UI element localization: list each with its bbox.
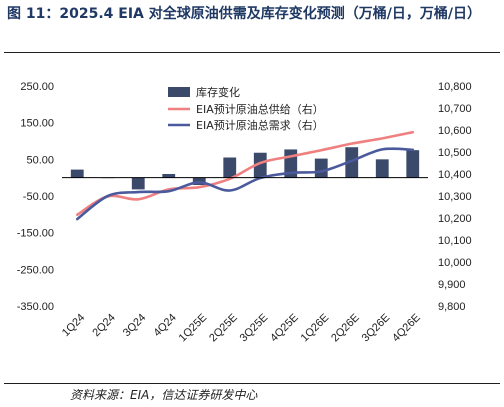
x-tick-label: 2Q24 [90,312,118,340]
legend-label-inventory: 库存变化 [196,85,240,99]
y-right-tick-label: 10,500 [438,147,472,159]
y-right-tick-label: 9,800 [438,301,466,313]
y-right-tick-label: 10,800 [438,81,472,93]
x-tick-label: 1Q25E [177,312,210,345]
bar-3Q25E [253,152,267,178]
bar-1Q24 [70,169,84,178]
bar-4Q24 [162,174,176,178]
y-left-tick-label: -350.00 [17,301,54,313]
legend-label-demand: EIA预计原油总需求（右） [196,118,324,132]
source-note: 资料来源：EIA，信达证券研发中心 [70,388,258,402]
x-tick-label: 2Q26E [329,312,362,345]
legend-label-supply: EIA预计原油总供给（右） [196,102,324,116]
chart-title: 图 11：2025.4 EIA 对全球原油供需及库存变化预测（万桶/日，万桶/日… [7,6,481,22]
x-tick-label: 4Q26E [390,312,423,345]
title-rule [4,52,500,53]
x-tick-label: 2Q25E [207,312,240,345]
y-left-tick-label: -250.00 [17,264,54,276]
y-right-tick-label: 10,400 [438,169,472,181]
y-right-tick-label: 10,000 [438,257,472,269]
x-tick-label: 4Q25E [268,312,301,345]
legend-swatch-inventory [168,87,190,97]
y-right-tick-label: 10,600 [438,125,472,137]
footer-rule [4,383,500,384]
x-tick-label: 3Q24 [121,312,149,340]
y-right-tick-label: 10,300 [438,191,472,203]
y-right-tick-label: 10,100 [438,235,472,247]
bar-2Q25E [223,157,237,178]
x-tick-label: 4Q24 [151,312,179,340]
y-right-tick-label: 9,900 [438,279,466,291]
y-left-tick-label: 50.00 [26,154,54,166]
supply-line [75,130,415,216]
y-left-tick-label: -50.00 [23,191,54,203]
bar-3Q26E [375,159,389,178]
bar-3Q24 [131,177,145,190]
x-tick-label: 3Q25E [238,312,271,345]
x-tick-label: 1Q24 [60,312,88,340]
demand-line [75,147,415,221]
x-tick-label: 1Q26E [299,312,332,345]
y-right-tick-label: 10,700 [438,103,472,115]
bar-2Q26E [345,147,359,178]
y-right-tick-label: 10,200 [438,213,472,225]
bar-1Q26E [314,158,328,178]
y-left-tick-label: 150.00 [20,118,54,130]
bar-4Q26E [406,150,420,178]
y-left-tick-label: 250.00 [20,81,54,93]
y-left-tick-label: -150.00 [17,228,54,240]
x-tick-label: 3Q26E [360,312,393,345]
combo-chart: 250.00 150.00 50.00 -50.00 -150.00 -250.00 -35… [17,81,472,345]
